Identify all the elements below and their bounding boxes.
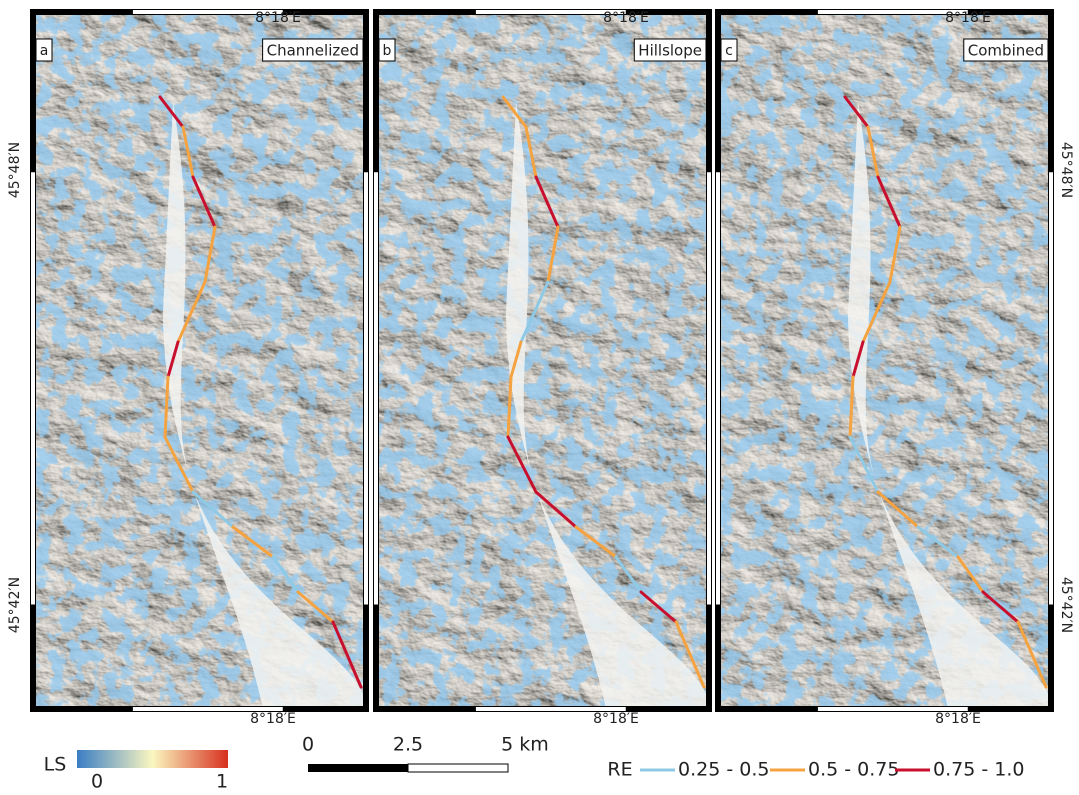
re-class-label: 0.75 - 1.0: [933, 759, 1024, 781]
re-class-label: 0.25 - 0.5: [678, 759, 769, 781]
lat-label: 45°42′N: [7, 577, 23, 633]
panel-letter: b: [383, 43, 392, 59]
lat-label: 45°42′N: [1058, 577, 1074, 633]
lat-label: 45°48′N: [7, 142, 23, 198]
lon-label: 8°18′E: [945, 10, 991, 26]
ls-min: 0: [91, 771, 103, 792]
re-legend: 0.25 - 0.5 0.5 - 0.75 0.75 - 1.0: [640, 759, 1024, 781]
lon-label: 8°18′E: [255, 10, 301, 26]
lon-label: 8°18′E: [250, 711, 296, 727]
map-panel: c Combined: [718, 12, 1051, 709]
ls-overlay: [376, 12, 709, 709]
lon-label: 8°18′E: [935, 711, 981, 727]
lon-label: 8°18′E: [593, 711, 639, 727]
ls-max: 1: [216, 771, 228, 792]
panels: a Channelized b Hillslope c Combined: [33, 12, 1051, 709]
ls-overlay: [718, 12, 1051, 709]
map-panel: b Hillslope: [376, 12, 709, 709]
ls-overlay: [33, 12, 366, 709]
panel-title: Combined: [968, 42, 1044, 60]
lon-label: 8°18′E: [603, 10, 649, 26]
panel-letter: a: [40, 43, 49, 59]
panel-letter: c: [725, 43, 733, 59]
scale-bar: [408, 764, 508, 772]
figure: a Channelized b Hillslope c Combined LS 0 1 0…: [0, 0, 1079, 791]
panel-title: Hillslope: [638, 42, 702, 60]
re-class-label: 0.5 - 0.75: [808, 759, 899, 781]
scale-bar: [308, 764, 408, 772]
ls-label: LS: [44, 754, 67, 776]
scale-label: 0: [302, 734, 314, 756]
re-label: RE: [607, 759, 632, 781]
ls-colorbar: [77, 750, 228, 768]
scale-label: 5 km: [501, 734, 549, 756]
map-panel: a Channelized: [33, 12, 366, 709]
lat-label: 45°48′N: [1058, 142, 1074, 198]
scale-label: 2.5: [393, 734, 423, 756]
panel-title: Channelized: [267, 42, 359, 60]
